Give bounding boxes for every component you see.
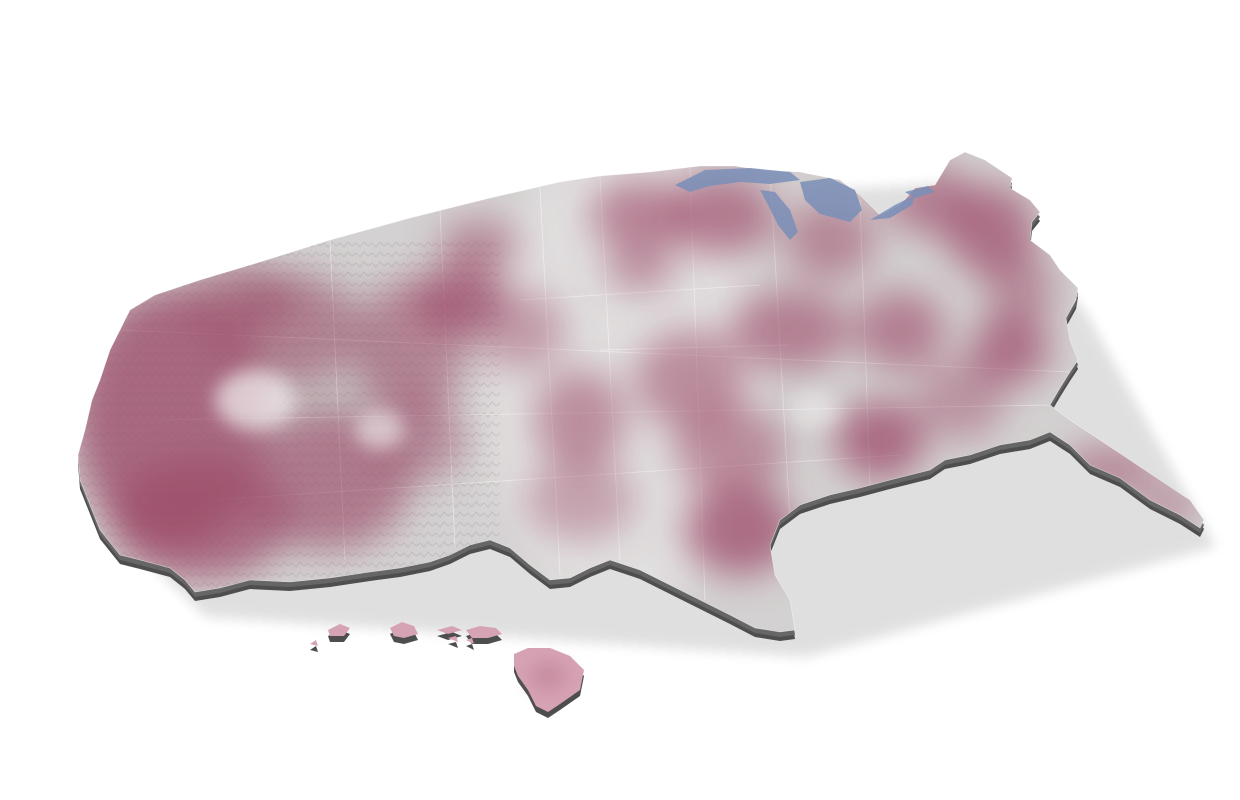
hawaii <box>310 622 584 718</box>
lake-huron <box>800 178 862 222</box>
lake-superior <box>675 168 800 192</box>
heatmap-light-patches <box>215 370 840 450</box>
contiguous-united-states <box>77 151 1205 633</box>
lake-erie <box>870 195 915 220</box>
lake-ontario <box>905 186 935 198</box>
lake-michigan <box>760 190 798 240</box>
heatmap-overlay <box>78 165 1200 580</box>
great-lakes <box>675 168 935 240</box>
